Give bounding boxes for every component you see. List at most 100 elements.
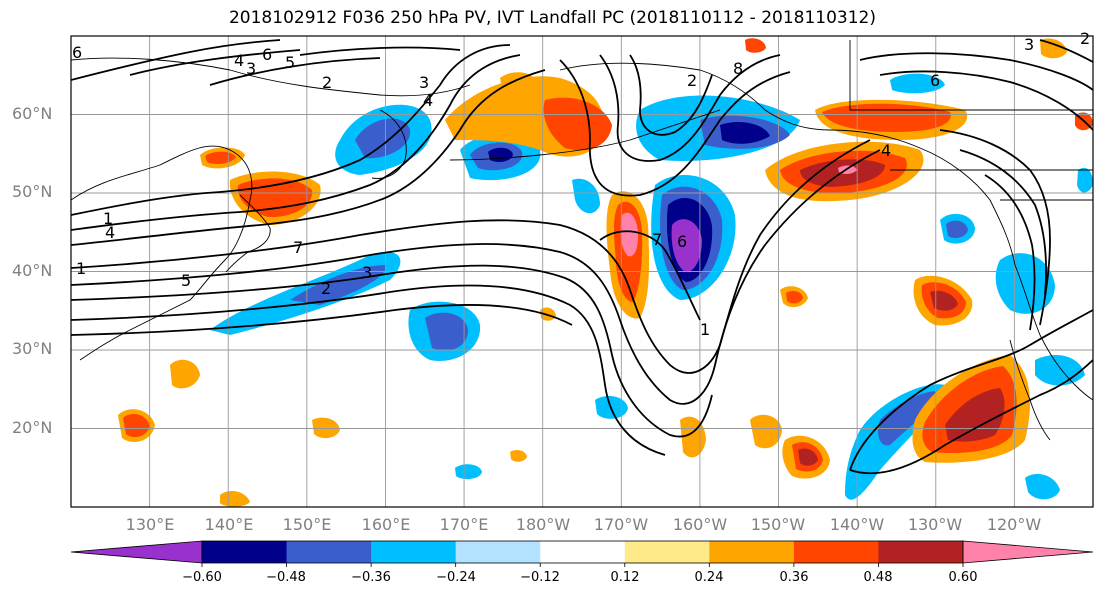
contour-label: 8	[733, 59, 743, 78]
pv-positive-blob	[510, 449, 527, 462]
contour-label: 2	[687, 71, 697, 90]
pv-positive-blob	[822, 103, 951, 132]
contour-line	[599, 54, 781, 162]
pv-positive-blob	[312, 417, 340, 439]
colorbar-tick-label: 0.36	[779, 570, 809, 585]
contour-line	[71, 304, 573, 336]
contour-line	[71, 69, 546, 246]
pv-negative-blob	[1025, 474, 1060, 500]
contour-label: 2	[322, 73, 332, 92]
lon-label: 130°E	[125, 515, 175, 534]
colorbar-tick-label: −0.60	[182, 570, 222, 585]
lat-label: 60°N	[12, 104, 53, 123]
colorbar	[70, 540, 1094, 567]
pv-negative-blob	[355, 118, 411, 159]
contour-line	[859, 52, 1093, 91]
colorbar-extend-high	[962, 540, 1094, 564]
contour-line	[599, 230, 701, 321]
pv-positive-blob	[798, 448, 818, 466]
colorbar-segment	[455, 541, 541, 563]
contour-line	[849, 309, 1093, 471]
contour-label: 3	[246, 59, 256, 78]
pv-positive-blob	[745, 38, 766, 53]
contour-line	[299, 46, 461, 56]
contour-line	[559, 59, 791, 197]
colorbar-segment	[202, 541, 288, 563]
colorbar-outline	[201, 540, 964, 564]
lat-label: 30°N	[12, 339, 53, 358]
coastline-alaska	[559, 62, 1093, 401]
pv-positive-blob	[543, 97, 612, 151]
pv-shading-layer	[118, 38, 1093, 507]
pv-positive-blob	[220, 490, 250, 507]
pv-negative-blob	[878, 391, 940, 446]
contour-label: 3	[362, 263, 372, 282]
contour-label: 2	[321, 279, 331, 298]
pv-positive-blob	[1040, 38, 1067, 59]
contour-line	[959, 149, 1047, 296]
lon-label: 170°W	[593, 515, 649, 534]
colorbar-tick-label: 0.12	[610, 570, 640, 585]
colorbar-tick-label: −0.12	[520, 570, 560, 585]
coastline-canada-box2	[890, 169, 1093, 201]
lon-label: 120°W	[986, 515, 1042, 534]
coastline-canada-box	[849, 40, 1093, 111]
coastline-siberia	[71, 57, 471, 97]
pv-negative-blob	[572, 178, 600, 214]
ivt-contours	[71, 39, 1093, 474]
contour-line	[71, 149, 881, 405]
contour-label: 6	[72, 43, 82, 62]
pv-positive-blob	[170, 359, 200, 389]
contour-label: 6	[677, 232, 687, 251]
contour-label-group: 6 5 4 3 2 1 7 8 4 3 2 1 6 7 6 5 4 3 2 3 …	[72, 29, 1090, 339]
colorbar-tick-label: −0.24	[436, 570, 476, 585]
colorbar-segment	[371, 541, 457, 563]
colorbar-segment	[624, 541, 710, 563]
pv-negative-blob	[425, 312, 468, 351]
pv-negative-blob	[890, 73, 945, 94]
contour-line	[71, 139, 871, 374]
contour-label: 1	[103, 209, 113, 228]
contour-label: 5	[285, 53, 295, 72]
contour-line	[71, 39, 281, 81]
lon-label: 150°E	[282, 515, 332, 534]
contour-line	[71, 44, 511, 216]
lon-label: 130°W	[907, 515, 963, 534]
coastline-aleutians	[449, 109, 721, 161]
colorbar-tick-label: 0.48	[863, 570, 893, 585]
pv-positive-blob	[620, 212, 638, 257]
contour-label: 4	[105, 223, 115, 242]
lat-label: 20°N	[12, 418, 53, 437]
pv-negative-blob	[720, 122, 770, 144]
contour-label: 3	[1024, 35, 1034, 54]
colorbar-tick-label: 0.60	[948, 570, 978, 585]
lat-label: 40°N	[12, 261, 53, 280]
colorbar-tick-label: 0.24	[694, 570, 724, 585]
pv-positive-blob	[123, 414, 150, 438]
colorbar-segment	[540, 541, 626, 563]
contour-line	[879, 70, 1093, 131]
colorbar-extend-low	[70, 540, 203, 564]
contour-line	[71, 264, 713, 438]
lon-label: 140°E	[204, 515, 254, 534]
contour-label: 6	[262, 45, 272, 64]
pv-positive-blob	[750, 414, 782, 449]
map-frame	[70, 35, 1094, 508]
colorbar-segment	[286, 541, 372, 563]
contour-label: 2	[1080, 29, 1090, 48]
contour-label: 1	[76, 259, 86, 278]
contour-label: 1	[700, 320, 710, 339]
contour-label: 7	[652, 230, 662, 249]
figure-title: 2018102912 F036 250 hPa PV, IVT Landfall…	[228, 8, 876, 28]
contour-line	[849, 359, 1093, 474]
contour-line	[209, 57, 381, 86]
colorbar-tick-label: −0.48	[266, 570, 306, 585]
lon-label: 140°W	[829, 515, 885, 534]
coastline-asia	[71, 145, 253, 361]
lon-label: 150°W	[750, 515, 806, 534]
contour-line	[1039, 39, 1093, 63]
contour-line	[71, 284, 666, 456]
contour-line	[629, 54, 713, 136]
